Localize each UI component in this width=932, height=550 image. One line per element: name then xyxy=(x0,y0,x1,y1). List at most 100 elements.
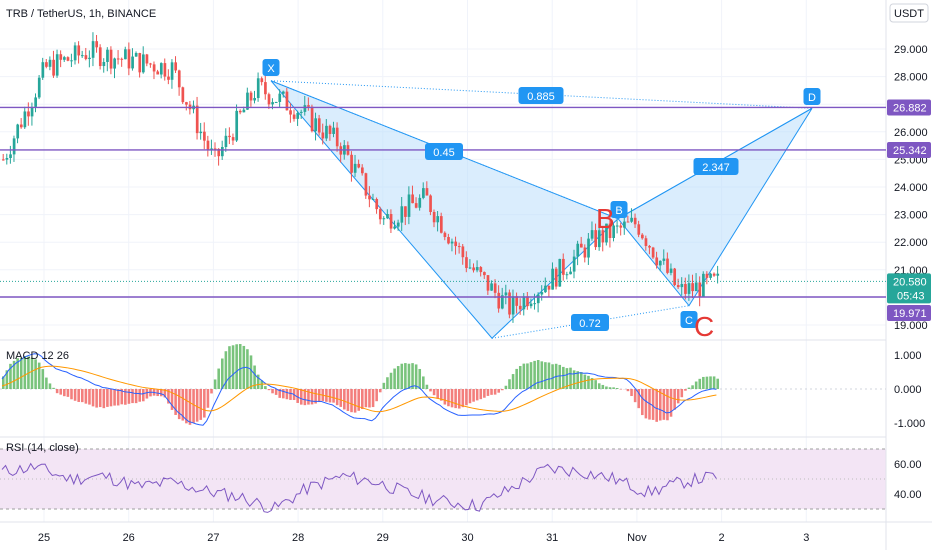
ratio-xd-label-bg xyxy=(518,87,564,104)
macd-histogram-bar xyxy=(601,384,605,389)
candle-body xyxy=(310,106,314,132)
candle-body xyxy=(102,61,106,67)
point-d-label[interactable]: D xyxy=(803,88,821,105)
candle-body xyxy=(569,271,572,275)
macd-histogram-bar xyxy=(9,363,12,389)
macd-histogram-bar xyxy=(274,389,278,395)
point-x-label[interactable]: X xyxy=(262,59,280,76)
macd-histogram-bar xyxy=(339,389,343,407)
candle-body xyxy=(41,62,45,78)
candle-body xyxy=(655,257,659,266)
candle-body xyxy=(88,57,91,60)
macd-histogram-bar xyxy=(267,389,271,391)
macd-histogram-bar xyxy=(393,368,396,389)
currency-button-label[interactable]: USDT xyxy=(894,8,924,20)
macd-histogram-bar xyxy=(687,387,691,389)
macd-histogram-bar xyxy=(371,389,375,408)
candle-body xyxy=(12,138,16,155)
ratio-bd-label[interactable]: 2.347 xyxy=(693,158,739,175)
macd-histogram-bar xyxy=(296,389,299,403)
macd-histogram-bar xyxy=(551,364,554,389)
price-tick-label: 19.000 xyxy=(894,320,928,332)
point-c-label-bg xyxy=(680,311,698,328)
candle-body xyxy=(461,246,465,258)
currency-button[interactable]: USDT xyxy=(889,3,929,23)
macd-histogram-bar xyxy=(587,375,590,389)
candle-body xyxy=(264,82,267,95)
point-d-label-text: D xyxy=(808,92,816,104)
candle-body xyxy=(648,245,651,248)
candle-body xyxy=(120,58,124,60)
macd-histogram-bar xyxy=(526,363,529,389)
macd-histogram-bar xyxy=(73,389,77,401)
macd-histogram-bar xyxy=(192,389,195,423)
macd-histogram-bar xyxy=(457,389,461,409)
macd-histogram-bar xyxy=(249,355,253,389)
candle-body xyxy=(368,195,371,200)
pattern-labels[interactable]: X D B C 0.885 0.45 2.347 0.72 xyxy=(262,59,821,331)
macd-histogram-bar xyxy=(680,389,684,398)
candle-body xyxy=(447,237,450,244)
candle-body xyxy=(314,118,318,132)
candle-body xyxy=(515,296,519,306)
macd-histogram-bar xyxy=(113,389,116,406)
candle-body xyxy=(63,57,66,60)
macd-histogram-bar xyxy=(106,389,109,407)
candle-body xyxy=(106,49,109,62)
macd-histogram-bar xyxy=(691,385,694,389)
macd-title: MACD 12 26 xyxy=(6,350,69,362)
macd-histogram-bar xyxy=(709,376,712,389)
macd-histogram-bar xyxy=(170,389,174,410)
candle-body xyxy=(504,292,508,296)
ratio-ac-label[interactable]: 0.72 xyxy=(571,314,609,331)
macd-histogram-bar xyxy=(91,389,95,407)
candle-body xyxy=(213,148,217,150)
candle-body xyxy=(2,159,5,161)
candle-body xyxy=(350,154,353,173)
candle-body xyxy=(518,305,522,310)
time-axis[interactable]: 25 26 27 28 29 30 31 Nov 2 3 xyxy=(38,532,809,544)
macd-histogram-bar xyxy=(400,363,404,389)
macd-histogram-bar xyxy=(84,389,88,404)
macd-histogram-bar xyxy=(461,389,465,408)
ratio-xd-label[interactable]: 0.885 xyxy=(518,87,564,104)
current-price-tag: 20.580 xyxy=(893,276,927,288)
candle-body xyxy=(468,267,472,269)
level-tag-26.882: 26.882 xyxy=(893,102,927,114)
candle-body xyxy=(422,188,425,198)
candle-body xyxy=(246,92,249,110)
point-b-label[interactable]: B xyxy=(610,201,628,218)
candle-body xyxy=(5,158,9,160)
macd-histogram-bar xyxy=(138,389,142,402)
candle-body xyxy=(307,105,310,107)
candle-body xyxy=(260,78,264,83)
candle-body xyxy=(249,92,253,101)
candle-body xyxy=(540,292,544,295)
candle-body xyxy=(508,292,511,315)
macd-tick-label: 0.000 xyxy=(894,384,922,396)
candle-body xyxy=(55,54,59,76)
macd-histogram-bar xyxy=(220,358,224,389)
ratio-xb-label[interactable]: 0.45 xyxy=(425,143,463,160)
macd-histogram-bar xyxy=(63,389,66,397)
candle-body xyxy=(299,111,303,113)
point-x-label-bg xyxy=(262,59,280,76)
candle-body xyxy=(361,167,364,174)
candle-body xyxy=(52,59,55,76)
candle-body xyxy=(443,232,447,238)
candle-body xyxy=(684,284,687,294)
macd-histogram-bar xyxy=(203,389,206,418)
candle-body xyxy=(174,62,178,71)
price-tick-label: 29.000 xyxy=(894,44,928,56)
candle-body xyxy=(375,199,379,210)
macd-histogram-bar xyxy=(518,366,522,389)
macd-histogram-bar xyxy=(447,389,450,407)
candle-body xyxy=(425,188,429,196)
candle-body xyxy=(583,247,587,258)
candle-body xyxy=(626,221,630,223)
time-tick-label: 30 xyxy=(461,532,473,544)
macd-histogram-bar xyxy=(303,389,307,406)
candle-body xyxy=(658,260,662,266)
point-c-label[interactable]: C xyxy=(680,311,698,328)
